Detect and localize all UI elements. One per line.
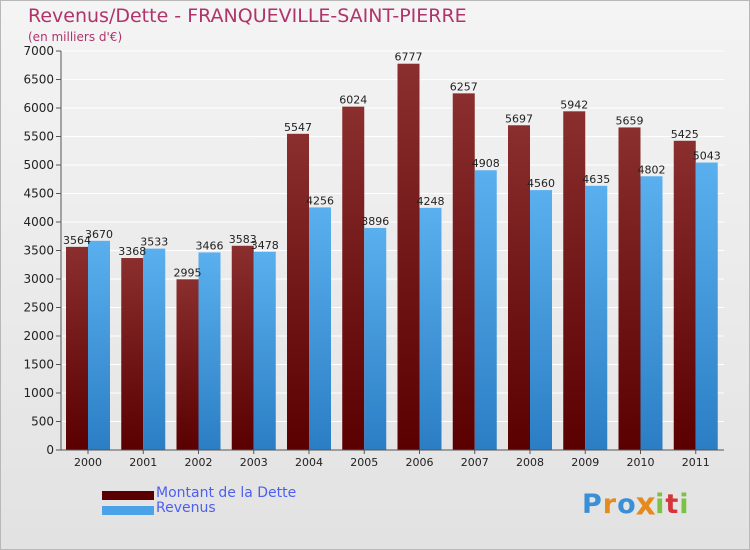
bar-dette — [508, 125, 530, 451]
data-label-revenus: 4256 — [306, 194, 334, 207]
data-label-dette: 5547 — [284, 121, 312, 134]
chart-title: Revenus/Dette - FRANQUEVILLE-SAINT-PIERR… — [28, 5, 467, 27]
logo-letter: o — [617, 489, 637, 520]
bar-revenus — [364, 227, 387, 450]
bar-dette — [452, 93, 475, 450]
bar-dette — [176, 279, 199, 450]
y-tick-label: 2000 — [23, 329, 54, 343]
logo-letter: i — [679, 489, 690, 520]
bar-revenus — [309, 207, 331, 450]
x-tick-label: 2011 — [682, 456, 710, 469]
bar-dette — [121, 258, 144, 450]
legend-swatch-revenus — [102, 506, 154, 515]
y-tick-label: 500 — [31, 415, 54, 429]
logo-letter: P — [582, 489, 603, 520]
x-tick-label: 2005 — [350, 456, 378, 469]
data-label-dette: 3368 — [118, 245, 146, 258]
bar-dette — [397, 63, 420, 450]
x-tick-label: 2002 — [185, 456, 213, 469]
chart-subtitle: (en milliers d'€) — [28, 30, 123, 44]
data-label-revenus: 3670 — [85, 228, 113, 241]
bar-dette — [66, 246, 88, 450]
y-tick-label: 3500 — [23, 244, 54, 258]
bar-dette — [673, 140, 696, 450]
x-tick-label: 2008 — [516, 456, 544, 469]
bar-revenus — [474, 170, 497, 450]
y-tick-label: 4000 — [23, 215, 54, 229]
logo-letter: t — [665, 489, 680, 520]
y-tick-label: 3000 — [23, 272, 54, 286]
logo-letter: i — [655, 489, 666, 520]
logo-letter: r — [602, 489, 618, 520]
data-label-revenus: 5043 — [693, 150, 721, 163]
bar-dette — [287, 133, 309, 451]
bars — [66, 63, 718, 451]
proxiti-logo: Proxiti — [582, 486, 690, 523]
bar-revenus — [253, 251, 276, 450]
bar-dette — [563, 111, 586, 450]
bar-revenus — [585, 185, 608, 450]
data-label-revenus: 3533 — [140, 236, 168, 249]
data-label-dette: 5659 — [616, 114, 644, 127]
data-label-revenus: 3896 — [361, 215, 389, 228]
x-tick-label: 2004 — [295, 456, 323, 469]
y-tick-label: 1500 — [23, 358, 54, 372]
x-tick-label: 2007 — [461, 456, 489, 469]
logo-letter: x — [635, 486, 657, 523]
data-label-dette: 5425 — [671, 128, 699, 141]
x-tick-label: 2001 — [129, 456, 157, 469]
legend-label-dette: Montant de la Dette — [156, 485, 297, 501]
x-tick-label: 2003 — [240, 456, 268, 469]
bar-revenus — [88, 240, 110, 450]
data-label-dette: 6777 — [395, 51, 423, 64]
gridlines — [61, 50, 724, 422]
data-label-revenus: 4908 — [472, 157, 500, 170]
data-label-dette: 3583 — [229, 233, 257, 246]
legend-swatch-dette — [102, 491, 154, 500]
y-tick-label: 5000 — [23, 158, 54, 172]
x-tick-label: 2000 — [74, 456, 102, 469]
bar-revenus — [640, 176, 663, 450]
bar-dette — [618, 127, 641, 450]
y-tick-label: 4500 — [23, 187, 54, 201]
bar-revenus — [143, 248, 166, 450]
y-tick-label: 7000 — [23, 44, 54, 58]
data-label-revenus: 4248 — [417, 195, 445, 208]
axes: 0 500 1000 1500 2000 2500 3000 3500 4000 4500 5000… — [23, 44, 724, 469]
x-tick-label: 2006 — [406, 456, 434, 469]
data-label-revenus: 3478 — [251, 239, 279, 252]
y-tick-label: 0 — [46, 443, 54, 457]
data-label-dette: 6024 — [339, 94, 367, 107]
bar-revenus — [198, 252, 221, 450]
data-label-revenus: 4560 — [527, 177, 555, 190]
bar-dette — [342, 106, 365, 450]
bar-revenus — [695, 162, 718, 450]
y-tick-label: 1000 — [23, 386, 54, 400]
x-tick-label: 2010 — [627, 456, 655, 469]
data-label-dette: 5942 — [560, 98, 588, 111]
data-label-revenus: 4802 — [638, 163, 666, 176]
data-label-dette: 3564 — [63, 234, 91, 247]
legend-label-revenus: Revenus — [156, 500, 216, 516]
data-label-revenus: 3466 — [196, 239, 224, 252]
bar-revenus — [530, 190, 552, 450]
bar-revenus — [419, 207, 442, 450]
y-tick-label: 6000 — [23, 101, 54, 115]
bar-dette — [231, 245, 254, 450]
y-tick-label: 6500 — [23, 73, 54, 87]
y-tick-label: 5500 — [23, 130, 54, 144]
data-label-dette: 6257 — [450, 80, 478, 93]
y-tick-label: 2500 — [23, 301, 54, 315]
data-label-dette: 2995 — [174, 266, 202, 279]
x-tick-label: 2009 — [571, 456, 599, 469]
data-label-dette: 5697 — [505, 112, 533, 125]
data-label-revenus: 4635 — [582, 173, 610, 186]
